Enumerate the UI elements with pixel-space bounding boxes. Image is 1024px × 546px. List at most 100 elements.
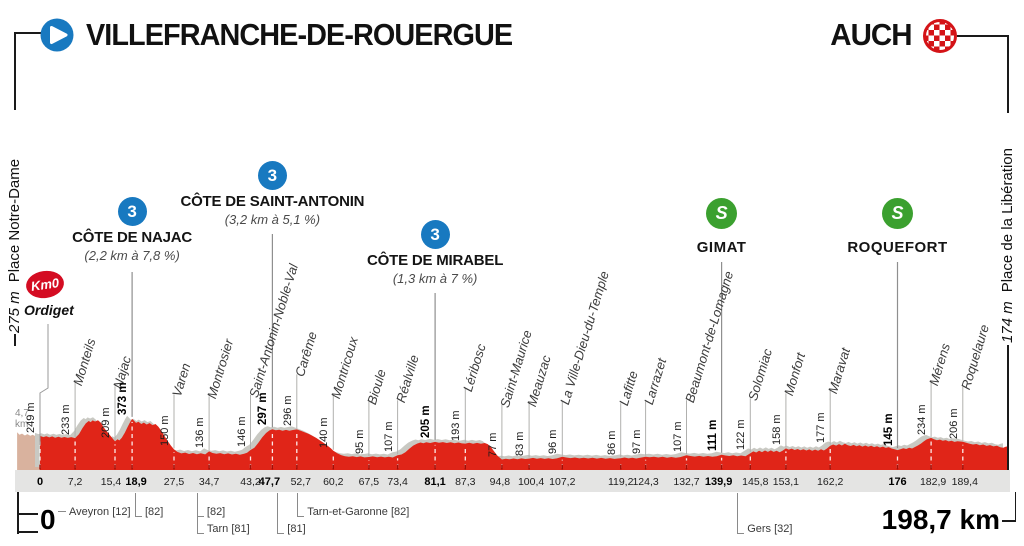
- km-baseline-tick: [464, 464, 466, 470]
- km-baseline-tick: [332, 464, 334, 470]
- town-elevation-label: 95 m: [353, 429, 366, 454]
- town-elevation-label: 83 m: [514, 431, 527, 456]
- sprint-elevation-label: 111 m: [706, 419, 719, 451]
- neutral-length-value: 4,7: [15, 408, 29, 419]
- km-baseline-tick: [208, 464, 210, 470]
- town-elevation-label: 140 m: [318, 417, 331, 448]
- km-baseline-tick: [249, 464, 252, 470]
- town-elevation-label: 96 m: [547, 429, 560, 454]
- climb-name-label: CÔTE DE MIRABEL: [367, 252, 504, 269]
- km-tick-label: 43,2: [240, 476, 261, 488]
- department-boundary-line: [297, 493, 299, 516]
- profile-area: [40, 418, 1009, 470]
- km-baseline-tick: [620, 464, 622, 470]
- climb-summit-elevation-label: 373 m: [117, 382, 130, 415]
- department-boundary-line: [196, 493, 199, 533]
- start-km-bracket-top: [17, 513, 38, 515]
- km-baseline-tick: [930, 464, 932, 470]
- climb-name-label: CÔTE DE NAJAC: [72, 229, 193, 246]
- km-tick-label: 119,2: [607, 476, 634, 488]
- finish-place-name: Place de la Libération: [999, 148, 1016, 293]
- department-corner-line: [277, 533, 285, 535]
- finish-elevation-value: 174 m: [999, 301, 1016, 343]
- start-elevation-value: 275 m: [6, 291, 23, 333]
- start-km-bracket-bottom: [17, 531, 38, 533]
- department-label: Tarn [81]: [206, 523, 250, 535]
- km-baseline-tick: [528, 464, 530, 470]
- km-tick-label: 73,4: [387, 476, 408, 488]
- km-baseline-tick: [271, 464, 274, 470]
- km-tick-label: 27,5: [163, 476, 185, 488]
- km-tick-label: 153,1: [772, 476, 800, 488]
- km-tick-label: 145,8: [742, 476, 769, 488]
- town-elevation-label: 107 m: [671, 421, 684, 453]
- category-3-badge: 3: [117, 196, 147, 226]
- km0-connector-line: [39, 324, 49, 445]
- climb-summit-elevation-label: 297 m: [257, 392, 270, 426]
- play-arrow-icon: [40, 18, 74, 52]
- town-elevation-label: 206 m: [947, 408, 960, 439]
- town-elevation-label: 150 m: [159, 415, 171, 447]
- finish-line-vertical: [1007, 345, 1009, 492]
- km-baseline-tick: [785, 464, 787, 470]
- km-baseline-tick: [962, 464, 964, 470]
- sprint-name-label: GIMAT: [696, 239, 747, 256]
- km-baseline-tick: [720, 464, 723, 470]
- km-baseline-tick: [644, 464, 647, 470]
- town-elevation-label: 136 m: [194, 417, 207, 449]
- total-distance-label: 198,7 km: [881, 504, 1000, 535]
- department-label: Tarn-et-Garonne [82]: [307, 506, 410, 518]
- km-tick-label: 94,8: [489, 476, 511, 488]
- finish-bracket-vertical: [1007, 35, 1009, 113]
- km-baseline-tick: [131, 464, 133, 470]
- km-tick-label: 189,4: [951, 476, 978, 488]
- department-label: Aveyron [12]: [69, 506, 131, 518]
- km-tick-label: 100,4: [517, 476, 545, 488]
- start-city-title: VILLEFRANCHE-DE-ROUERGUE: [86, 17, 513, 52]
- climb-detail-label: (2,2 km à 7,8 %): [84, 248, 180, 263]
- category-3-badge: 3: [420, 219, 450, 249]
- town-elevation-label: 233 m: [60, 404, 73, 436]
- km-tick-label: 15,4: [100, 476, 122, 488]
- km-tick-label: 124,3: [632, 476, 659, 488]
- department-label: [82]: [145, 506, 164, 518]
- town-elevation-label: 77 m: [486, 432, 499, 457]
- town-elevation-label: 107 m: [382, 421, 395, 453]
- department-boundary-line: [737, 493, 739, 533]
- km-baseline-tick: [114, 464, 116, 470]
- km-baseline-tick: [561, 464, 563, 470]
- start-bracket-vertical: [14, 32, 16, 110]
- km-tick-label: 139,9: [704, 476, 733, 488]
- km-baseline-tick: [434, 464, 436, 470]
- town-elevation-label: 296 m: [281, 395, 294, 427]
- km-baseline-tick: [685, 464, 688, 470]
- km-tick-label: 34,7: [198, 476, 220, 488]
- km-tick-label: 107,2: [549, 476, 576, 488]
- km-axis-band: [15, 470, 1010, 492]
- total-bracket-horizontal: [1002, 520, 1016, 522]
- km-tick-label: 87,3: [455, 476, 476, 488]
- town-elevation-label: 234 m: [916, 404, 929, 435]
- sprint-badge: S: [882, 197, 913, 229]
- km-tick-label: 18,9: [125, 476, 147, 488]
- km-tick-label: 0: [36, 476, 44, 488]
- department-label: [82]: [206, 506, 226, 518]
- km-baseline-tick: [829, 464, 831, 470]
- town-elevation-label: 122 m: [735, 419, 748, 451]
- climb-detail-label: (3,2 km à 5,1 %): [224, 212, 321, 227]
- finish-city-title: AUCH: [830, 17, 913, 52]
- town-elevation-label: 209 m: [100, 407, 112, 439]
- km-baseline-tick: [896, 464, 899, 470]
- climb-summit-elevation-label: 205 m: [420, 405, 433, 438]
- town-elevation-label: 193 m: [450, 410, 463, 441]
- km0-place-label: Ordiget: [24, 302, 74, 318]
- km-baseline-tick: [396, 464, 399, 470]
- km-baseline-tick: [368, 464, 370, 470]
- total-bracket-vertical: [1014, 492, 1016, 521]
- department-boundary-line: [135, 493, 137, 516]
- neutral-length-unit: km: [15, 419, 29, 430]
- sprint-name-label: ROQUEFORT: [847, 239, 948, 256]
- town-elevation-label: 86 m: [605, 430, 618, 456]
- km-baseline-tick: [74, 464, 76, 470]
